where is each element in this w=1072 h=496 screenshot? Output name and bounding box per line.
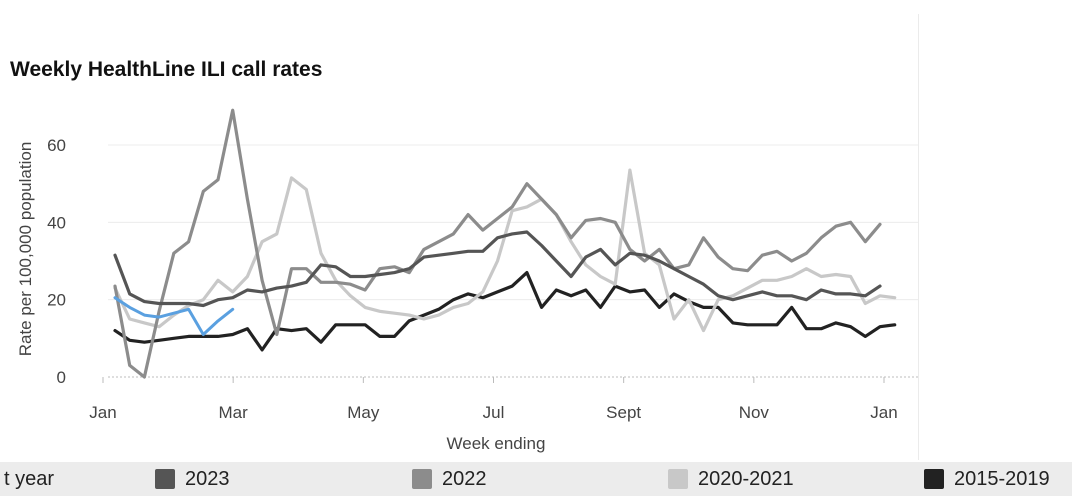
- x-tick-label: Jan: [89, 403, 116, 422]
- line-chart: 0 20 40 60 Jan Mar May Jul Sept Nov Jan Rate per …: [16, 108, 918, 453]
- y-axis: 0 20 40 60: [47, 136, 66, 387]
- y-tick-label: 20: [47, 291, 66, 310]
- series-layer: [113, 108, 897, 379]
- series-2023-line: [113, 230, 882, 308]
- x-tick-label: Nov: [739, 403, 770, 422]
- x-tick-label: May: [347, 403, 380, 422]
- x-axis: Jan Mar May Jul Sept Nov Jan: [89, 377, 898, 422]
- legend-label: 2023: [185, 467, 230, 490]
- x-tick-label: Jul: [483, 403, 505, 422]
- series-2015-2019-line: [113, 271, 897, 352]
- x-tick-label: Mar: [219, 403, 249, 422]
- legend-item-2023[interactable]: 2023: [155, 462, 230, 496]
- legend-swatch: [924, 469, 944, 489]
- series-current-year-line: [113, 296, 235, 336]
- legend-item-2020-2021[interactable]: 2020-2021: [668, 462, 794, 496]
- chart-title: Weekly HealthLine ILI call rates: [10, 58, 323, 81]
- y-axis-label: Rate per 100,000 population: [16, 142, 35, 357]
- grid-layer: [108, 144, 918, 378]
- legend-item-current-year[interactable]: t year: [4, 462, 54, 496]
- legend-label: 2020-2021: [698, 467, 794, 490]
- x-axis-label: Week ending: [447, 434, 546, 453]
- legend-label: 2022: [442, 467, 487, 490]
- legend-item-2015-2019[interactable]: 2015-2019: [924, 462, 1050, 496]
- x-tick-label: Sept: [606, 403, 641, 422]
- legend-item-2022[interactable]: 2022: [412, 462, 487, 496]
- legend-swatch: [155, 469, 175, 489]
- chart-panel-divider: [918, 14, 919, 460]
- legend-label: 2015-2019: [954, 467, 1050, 490]
- x-tick-label: Jan: [870, 403, 897, 422]
- legend-swatch: [668, 469, 688, 489]
- chart-legend: t year 2023 2022 2020-2021 2015-2019: [0, 462, 1072, 496]
- y-tick-label: 40: [47, 213, 66, 232]
- series-2022-line: [113, 108, 882, 379]
- legend-label: t year: [4, 467, 55, 490]
- y-tick-label: 0: [57, 368, 66, 387]
- legend-swatch: [412, 469, 432, 489]
- y-tick-label: 60: [47, 136, 66, 155]
